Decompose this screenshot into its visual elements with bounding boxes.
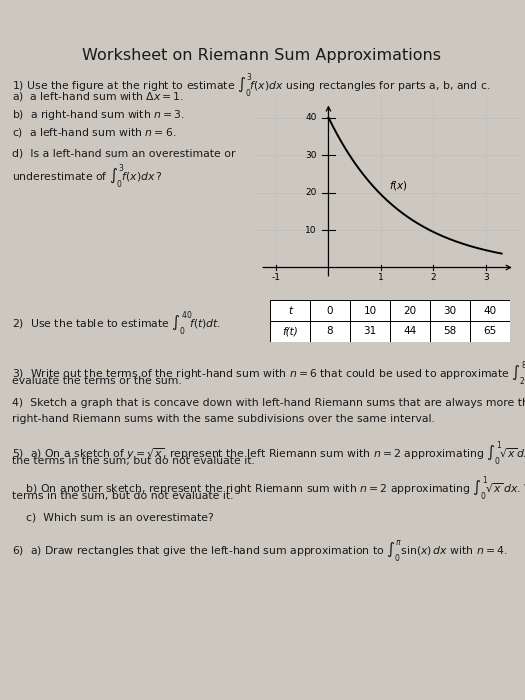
Text: Worksheet on Riemann Sum Approximations: Worksheet on Riemann Sum Approximations <box>82 48 442 63</box>
Text: -1: -1 <box>271 273 280 282</box>
Text: 6)  a) Draw rectangles that give the left-hand sum approximation to $\int_0^{\pi: 6) a) Draw rectangles that give the left… <box>12 538 508 564</box>
Text: 4)  Sketch a graph that is concave down with left-hand Riemann sums that are alw: 4) Sketch a graph that is concave down w… <box>12 398 525 408</box>
Bar <box>470 300 510 321</box>
Text: 2)  Use the table to estimate $\int_0^{40}\!f(t)dt$.: 2) Use the table to estimate $\int_0^{40… <box>12 310 221 338</box>
Text: f(t): f(t) <box>282 326 298 337</box>
Bar <box>350 300 390 321</box>
Bar <box>470 321 510 342</box>
Text: b) On another sketch, represent the right Riemann sum with $n = 2$ approximating: b) On another sketch, represent the righ… <box>12 475 525 503</box>
Text: t: t <box>288 305 292 316</box>
Text: c)  Which sum is an overestimate?: c) Which sum is an overestimate? <box>12 512 214 522</box>
Text: 3)  Write out the terms of the right-hand sum with $n = 6$ that could be used to: 3) Write out the terms of the right-hand… <box>12 360 525 389</box>
Text: 10: 10 <box>363 305 376 316</box>
Text: 31: 31 <box>363 326 376 337</box>
Text: terms in the sum, but do not evaluate it.: terms in the sum, but do not evaluate it… <box>12 491 234 501</box>
Text: b)  a right-hand sum with $n = 3$.: b) a right-hand sum with $n = 3$. <box>12 108 185 122</box>
Text: 1: 1 <box>378 273 384 282</box>
Text: 10: 10 <box>306 225 317 234</box>
Text: 30: 30 <box>306 150 317 160</box>
Text: 65: 65 <box>484 326 497 337</box>
Text: 44: 44 <box>403 326 417 337</box>
Text: d)  Is a left-hand sum an overestimate or: d) Is a left-hand sum an overestimate or <box>12 148 236 158</box>
Text: 30: 30 <box>444 305 457 316</box>
Text: 3: 3 <box>483 273 489 282</box>
Bar <box>350 321 390 342</box>
Bar <box>310 300 350 321</box>
Text: 5)  a) On a sketch of $y = \sqrt{x}$, represent the left Riemann sum with $n = 2: 5) a) On a sketch of $y = \sqrt{x}$, rep… <box>12 440 525 468</box>
Text: evaluate the terms or the sum.: evaluate the terms or the sum. <box>12 376 182 386</box>
Bar <box>270 321 310 342</box>
Text: underestimate of $\int_0^3\!f(x)dx\,$?: underestimate of $\int_0^3\!f(x)dx\,$? <box>12 163 163 191</box>
Bar <box>390 300 430 321</box>
Bar <box>430 300 470 321</box>
Bar <box>390 321 430 342</box>
Text: 1) Use the figure at the right to estimate $\int_0^3\!f(x)dx$ using rectangles f: 1) Use the figure at the right to estima… <box>12 72 490 100</box>
Bar <box>430 321 470 342</box>
Text: 40: 40 <box>306 113 317 122</box>
Text: the terms in the sum, but do not evaluate it.: the terms in the sum, but do not evaluat… <box>12 456 255 466</box>
Text: 2: 2 <box>430 273 436 282</box>
Text: 8: 8 <box>327 326 333 337</box>
Bar <box>310 321 350 342</box>
Text: 0: 0 <box>327 305 333 316</box>
Text: 58: 58 <box>444 326 457 337</box>
Text: a)  a left-hand sum with $\Delta x = 1$.: a) a left-hand sum with $\Delta x = 1$. <box>12 90 184 103</box>
Bar <box>270 300 310 321</box>
Text: 20: 20 <box>403 305 416 316</box>
Text: right-hand Riemann sums with the same subdivisions over the same interval.: right-hand Riemann sums with the same su… <box>12 414 435 424</box>
Text: 40: 40 <box>484 305 497 316</box>
Text: 20: 20 <box>306 188 317 197</box>
Text: $f(x)$: $f(x)$ <box>389 178 408 192</box>
Text: c)  a left-hand sum with $n = 6$.: c) a left-hand sum with $n = 6$. <box>12 126 176 139</box>
